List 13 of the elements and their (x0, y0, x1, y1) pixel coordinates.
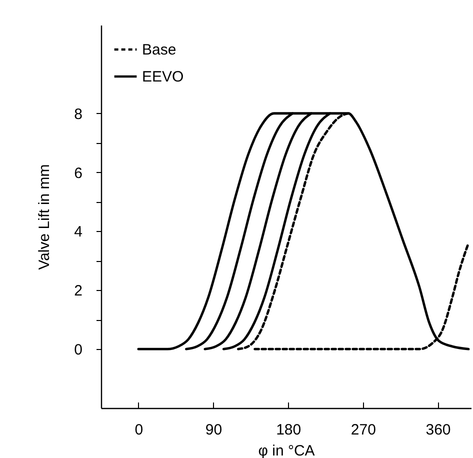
x-tick-label: 180 (276, 422, 302, 438)
y-tick-label: 6 (74, 164, 82, 182)
legend-label: EEVO (142, 68, 184, 86)
y-tick-label: 4 (74, 224, 82, 241)
x-tick-label: 360 (426, 422, 451, 438)
legend-label: Base (142, 42, 176, 58)
x-tick-label: 0 (134, 422, 144, 438)
y-tick-label: 8 (74, 106, 82, 123)
y-tick-label: 2 (74, 282, 82, 300)
x-tick-label: 270 (350, 422, 376, 438)
y-tick-label: 0 (74, 342, 82, 359)
x-tick-label: 90 (205, 422, 222, 438)
y-axis-title: Valve Lift in mm (36, 164, 54, 270)
